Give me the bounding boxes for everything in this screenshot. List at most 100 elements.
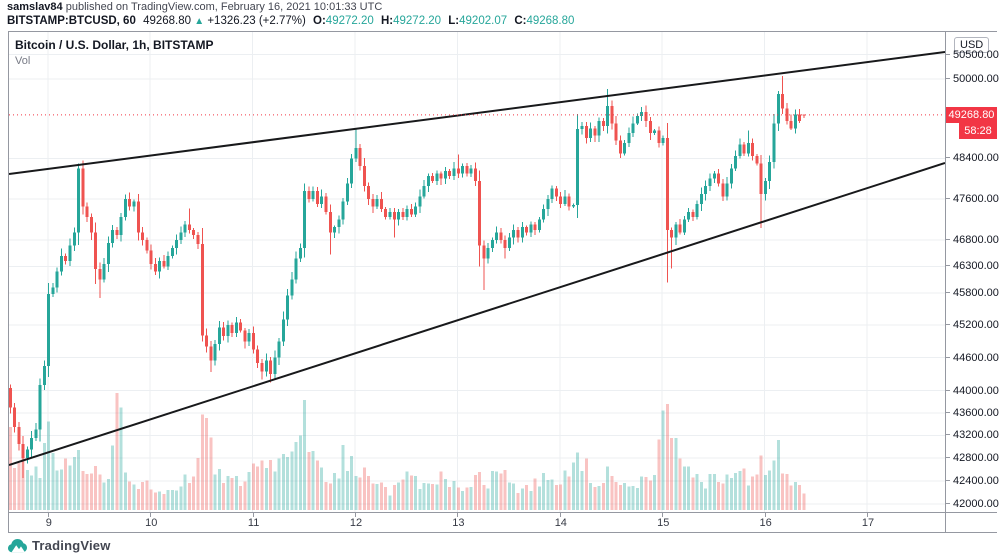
volume-bar — [717, 482, 721, 510]
price-tick-label: 50500.00 — [953, 48, 999, 61]
price-chart-canvas[interactable] — [9, 32, 945, 512]
price-tick: 46300.00 — [946, 260, 999, 272]
volume-bar — [486, 488, 490, 510]
volume-bar — [294, 441, 298, 510]
volume-bar — [315, 460, 319, 510]
volume-bar — [678, 458, 682, 510]
open-value: 49272.20 — [325, 15, 374, 27]
price-tick-label: 45800.00 — [953, 286, 999, 299]
candle-body — [213, 343, 217, 361]
tradingview-logo-icon — [8, 538, 27, 552]
volume-bar — [759, 455, 763, 510]
volume-bar — [162, 493, 166, 510]
time-tick-label: 17 — [861, 517, 875, 529]
candle-body — [648, 120, 652, 134]
volume-bar — [89, 473, 93, 510]
candle-body — [469, 168, 473, 174]
candle-body — [30, 438, 34, 450]
time-tick-label: 12 — [349, 517, 363, 529]
volume-bar — [47, 421, 51, 510]
candle-body — [179, 232, 183, 241]
volume-bar — [661, 410, 665, 510]
volume-bar — [307, 452, 311, 510]
volume-bar — [273, 471, 277, 510]
volume-bar — [469, 486, 473, 510]
price-tick: 46800.00 — [946, 234, 999, 247]
candle-body — [350, 158, 354, 184]
candle-body — [307, 191, 311, 199]
price-tick: 42800.00 — [946, 452, 999, 464]
time-tick-label: 9 — [45, 517, 52, 529]
volume-bar — [571, 462, 575, 510]
candle-body — [768, 161, 772, 182]
volume-bar — [665, 403, 669, 510]
candle-body — [217, 327, 221, 344]
candle-body — [670, 229, 674, 238]
price-tick-dash — [946, 457, 950, 459]
volume-bar — [448, 486, 452, 510]
volume-bar — [734, 472, 738, 510]
candle-body — [226, 325, 230, 336]
candle-body — [443, 170, 447, 179]
chart-container: Bitcoin / U.S. Dollar, 1h, BITSTAMP Vol … — [8, 31, 999, 533]
candle-body — [486, 248, 490, 259]
candle-body — [482, 245, 486, 259]
candle-body — [388, 211, 392, 217]
high-label: H: — [380, 15, 394, 27]
candle-body — [149, 250, 153, 264]
candle-body — [542, 209, 546, 220]
candle-body — [392, 211, 396, 220]
candle-body — [328, 211, 332, 233]
candle-body — [691, 211, 695, 217]
time-tick-label: 16 — [759, 517, 772, 529]
volume-bar — [64, 458, 68, 510]
publish-info: samslav84 published on TradingView.com, … — [7, 1, 574, 14]
volume-bar — [768, 470, 772, 510]
volume-bar — [721, 483, 725, 510]
currency-chip: USD — [954, 37, 990, 53]
volume-bar — [226, 476, 230, 510]
tradingview-watermark[interactable]: TradingView — [8, 538, 111, 553]
candle-body — [333, 227, 337, 233]
volume-bar — [627, 486, 631, 510]
candle-body — [345, 183, 349, 202]
candle-body — [42, 365, 46, 386]
candle-body — [77, 168, 81, 233]
volume-bar — [606, 466, 610, 510]
candle-body — [708, 178, 712, 187]
close-label: C: — [514, 15, 527, 27]
last-price: 49268.80 — [143, 15, 192, 27]
volume-bar — [34, 466, 38, 510]
price-tick-dash — [946, 239, 950, 241]
candle-body — [546, 198, 550, 210]
volume-bar — [495, 471, 499, 510]
price-tick-dash — [946, 503, 950, 505]
volume-bar — [333, 473, 337, 510]
volume-bar — [251, 463, 255, 510]
time-axis[interactable]: 9 10 11 12 13 14 15 16 17 — [9, 512, 945, 532]
candle-body — [781, 94, 785, 109]
candle-body — [277, 341, 281, 358]
candle-body — [640, 111, 644, 116]
volume-bar — [708, 474, 712, 510]
price-tick-label: 47600.00 — [953, 192, 999, 205]
current-price-badge: 49268.80 — [946, 106, 997, 123]
candle-body — [798, 114, 802, 121]
candle-body — [132, 201, 136, 207]
volume-bar — [247, 471, 251, 510]
candle-body — [205, 335, 209, 347]
candle-body — [461, 165, 465, 174]
candle-body — [776, 94, 780, 124]
price-tick-label: 42000.00 — [953, 498, 999, 511]
candle-body — [627, 133, 631, 144]
volume-bar — [384, 486, 388, 510]
candle-body — [584, 125, 588, 139]
volume-bar — [192, 476, 196, 510]
volume-bar — [341, 444, 345, 510]
volume-bar — [81, 470, 85, 510]
price-axis[interactable]: USD 50500.00 50000.00 48400.00 47600.00 4680… — [945, 32, 999, 512]
candle-body — [704, 186, 708, 194]
candle-body — [695, 204, 699, 217]
price-tick-label: 46800.00 — [953, 234, 999, 247]
